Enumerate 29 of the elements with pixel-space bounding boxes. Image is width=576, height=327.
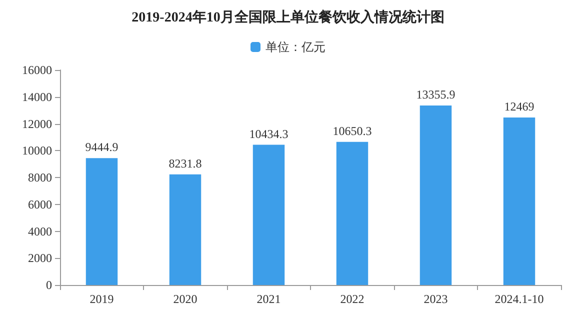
y-tick-label: 0 — [46, 278, 52, 292]
y-tick-label: 14000 — [22, 90, 52, 104]
data-label: 8231.8 — [168, 156, 202, 170]
y-tick-label: 10000 — [22, 144, 52, 158]
x-tick-label: 2023 — [424, 292, 448, 306]
y-tick-label: 8000 — [28, 170, 52, 184]
y-tick-label: 6000 — [28, 197, 52, 212]
bar — [503, 117, 536, 285]
bar — [420, 106, 452, 285]
data-label: 10650.3 — [332, 124, 372, 138]
y-tick-label: 4000 — [28, 224, 52, 238]
y-tick-label: 12000 — [22, 116, 52, 131]
bar — [169, 174, 202, 285]
data-label: 10434.3 — [249, 126, 288, 141]
x-tick-label: 2022 — [340, 292, 364, 306]
bar — [86, 158, 118, 285]
data-label: 12469 — [504, 99, 534, 114]
y-tick-label: 2000 — [28, 251, 52, 266]
data-label: 9444.9 — [85, 140, 118, 154]
legend-label: 单位：亿元 — [266, 40, 326, 54]
bar — [252, 144, 285, 285]
x-tick-label: 2019 — [90, 292, 114, 306]
data-label: 13355.9 — [416, 88, 456, 102]
y-tick-label: 16000 — [22, 63, 52, 77]
bar — [336, 142, 368, 285]
x-tick-label: 2024.1-10 — [494, 292, 544, 306]
chart-title: 2019-2024年10月全国限上单位餐饮收入情况统计图 — [132, 8, 444, 26]
x-tick-label: 2021 — [256, 292, 281, 306]
x-tick-label: 2020 — [173, 292, 198, 306]
